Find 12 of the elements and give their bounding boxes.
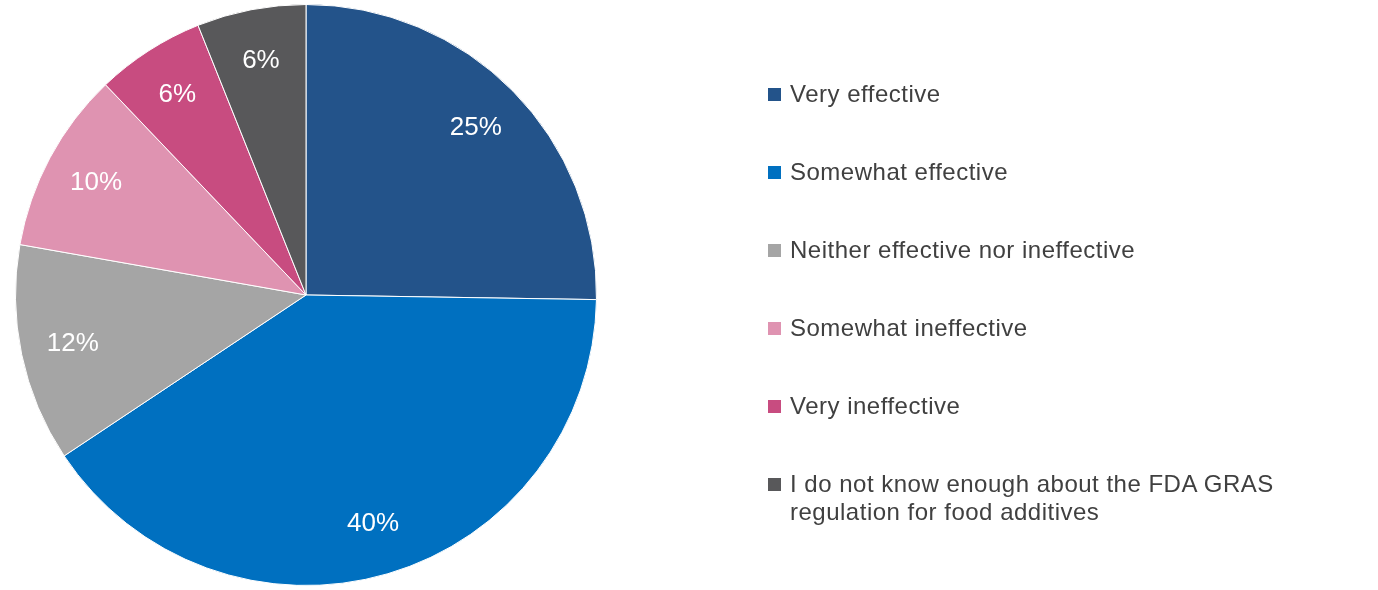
legend-label: Very ineffective (790, 392, 961, 420)
data-label: 25% (449, 111, 502, 142)
data-label: 40% (347, 506, 400, 537)
data-label: 10% (70, 165, 123, 196)
data-label: 6% (242, 44, 280, 75)
legend-label: Very effective (790, 80, 941, 108)
legend-label: I do not know enough about the FDA GRAS regulation for food additives (790, 470, 1275, 526)
data-label: 6% (158, 77, 196, 108)
data-label: 12% (46, 326, 99, 357)
legend-label: Somewhat ineffective (790, 314, 1028, 342)
legend-label: Neither effective nor ineffective (790, 236, 1136, 264)
legend-label: Somewhat effective (790, 158, 1009, 186)
